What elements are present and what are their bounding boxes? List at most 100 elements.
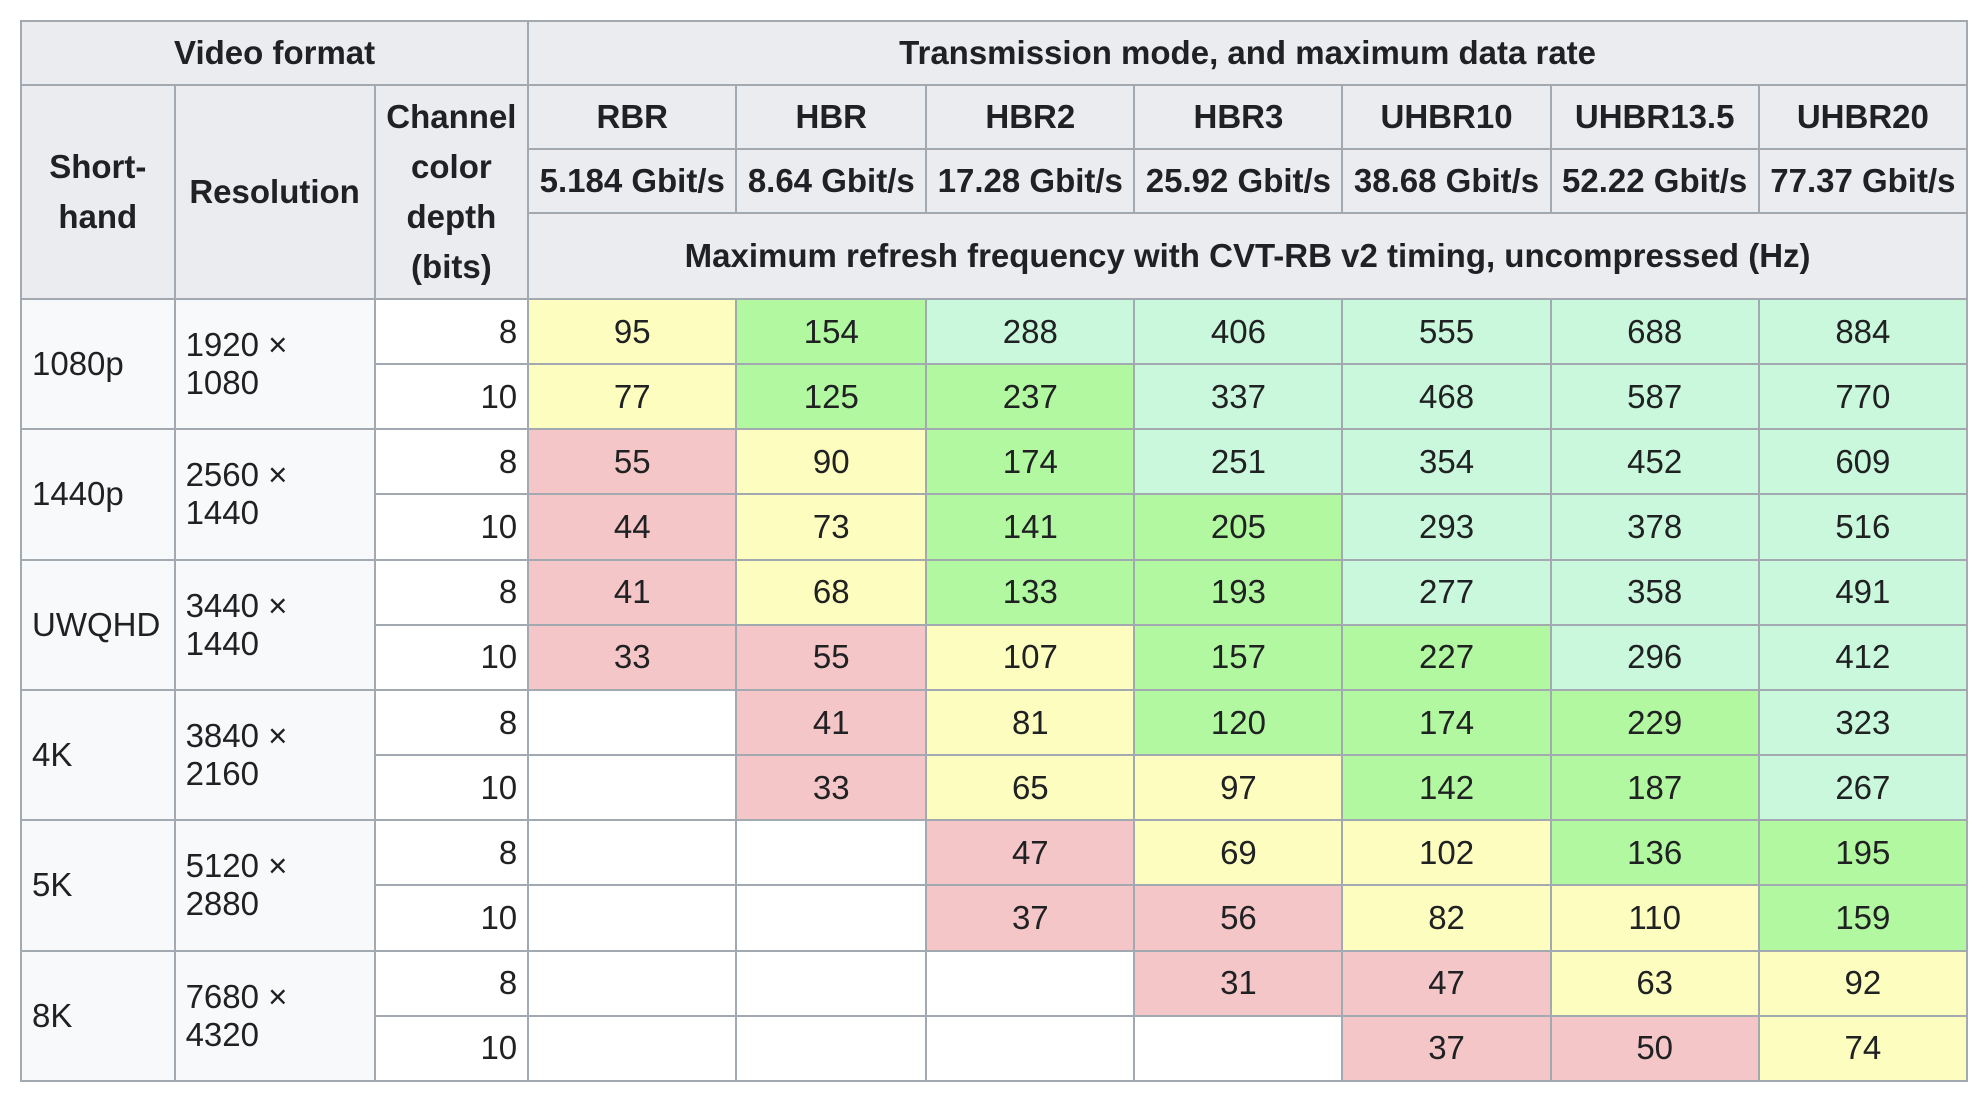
refresh-value-cell: 82 [1341, 884, 1552, 952]
refresh-value-cell: 323 [1757, 688, 1969, 757]
refresh-value-cell: 95 [527, 297, 738, 366]
table-row: 10 77 125 237 337 468 587 770 [21, 363, 1969, 431]
transmission-header: Transmission mode, and maximum data rate [527, 20, 1968, 86]
depth-cell: 8 [373, 819, 530, 887]
resolution-header: Resolution [173, 84, 376, 300]
refresh-value-cell: 44 [527, 493, 738, 561]
table-header: Video format Transmission mode, and maxi… [19, 20, 1969, 300]
shorthand-cell: 5K [20, 819, 176, 952]
refresh-value-cell: 187 [1549, 754, 1760, 822]
refresh-value-cell: 237 [925, 363, 1136, 431]
refresh-value-cell: 120 [1133, 688, 1344, 757]
mode-header: HBR3 [1133, 84, 1344, 150]
refresh-value-cell: 102 [1341, 819, 1552, 887]
refresh-value-cell [527, 949, 738, 1017]
depth-cell: 10 [373, 623, 530, 691]
table-row: 5K 5120 × 2880 8 47 69 102 136 195 [20, 819, 1969, 952]
refresh-value-cell: 73 [735, 493, 928, 561]
refresh-value-cell: 141 [925, 493, 1136, 561]
depth-cell: 10 [373, 493, 530, 561]
mode-header: HBR [735, 84, 928, 150]
rate-header: 52.22 Gbit/s [1549, 148, 1760, 214]
refresh-value-cell: 296 [1549, 623, 1760, 691]
refresh-value-cell: 267 [1757, 754, 1969, 822]
refresh-value-cell [1133, 1014, 1344, 1083]
table-row: 10 37 56 82 110 159 [21, 884, 1969, 952]
refresh-value-cell: 587 [1549, 363, 1760, 431]
depth-cell: 8 [373, 558, 530, 626]
resolution-cell: 2560 × 1440 [173, 428, 376, 561]
refresh-value-cell: 358 [1549, 558, 1760, 626]
refresh-value-cell [735, 949, 928, 1017]
refresh-value-cell: 65 [925, 754, 1136, 822]
refresh-value-cell: 227 [1341, 623, 1552, 691]
table-row: 10 44 73 141 205 293 378 516 [21, 493, 1969, 561]
refresh-value-cell: 69 [1133, 819, 1344, 887]
shorthand-cell: 1440p [20, 428, 176, 561]
table-row: 10 37 50 74 [21, 1014, 1969, 1083]
refresh-value-cell: 68 [735, 558, 928, 626]
refresh-value-cell: 41 [735, 688, 928, 757]
refresh-value-cell: 205 [1133, 493, 1344, 561]
refresh-value-cell: 468 [1341, 363, 1552, 431]
mode-header: UHBR20 [1757, 84, 1969, 150]
refresh-value-cell: 412 [1757, 623, 1969, 691]
refresh-value-cell [527, 819, 738, 887]
table-row: 10 33 65 97 142 187 267 [21, 754, 1969, 822]
shorthand-cell: UWQHD [20, 558, 176, 691]
shorthand-cell: 4K [20, 688, 176, 822]
refresh-value-cell [735, 884, 928, 952]
refresh-value-cell [527, 1014, 738, 1083]
refresh-value-cell: 47 [925, 819, 1136, 887]
resolution-cell: 3440 × 1440 [173, 558, 376, 691]
depth-cell: 8 [373, 428, 530, 496]
refresh-value-cell: 491 [1757, 558, 1969, 626]
mode-header: HBR2 [925, 84, 1136, 150]
depth-cell: 10 [373, 363, 530, 431]
refresh-value-cell: 142 [1341, 754, 1552, 822]
refresh-value-cell: 293 [1341, 493, 1552, 561]
resolution-cell: 1920 × 1080 [173, 297, 376, 431]
shorthand-cell: 1080p [20, 297, 176, 431]
refresh-value-cell: 97 [1133, 754, 1344, 822]
refresh-value-cell: 884 [1757, 297, 1969, 366]
refresh-value-cell: 136 [1549, 819, 1760, 887]
refresh-value-cell: 288 [925, 297, 1136, 366]
refresh-value-cell: 56 [1133, 884, 1344, 952]
refresh-value-cell: 77 [527, 363, 738, 431]
table-row: 10 33 55 107 157 227 296 412 [21, 623, 1969, 691]
refresh-value-cell: 81 [925, 688, 1136, 757]
rate-header: 5.184 Gbit/s [527, 148, 738, 214]
table-row: 8K 7680 × 4320 8 31 47 63 92 [20, 949, 1969, 1083]
resolution-cell: 5120 × 2880 [173, 819, 376, 952]
refresh-value-cell: 92 [1757, 949, 1969, 1017]
refresh-value-cell: 37 [1341, 1014, 1552, 1083]
rate-header: 8.64 Gbit/s [735, 148, 928, 214]
refresh-value-cell [735, 819, 928, 887]
depth-cell: 10 [373, 884, 530, 952]
refresh-value-cell: 55 [735, 623, 928, 691]
refresh-value-cell: 452 [1549, 428, 1760, 496]
refresh-value-cell: 174 [1341, 688, 1552, 757]
depth-cell: 8 [373, 297, 530, 366]
refresh-value-cell: 195 [1757, 819, 1969, 887]
depth-cell: 10 [373, 1014, 530, 1083]
mode-header: UHBR13.5 [1549, 84, 1760, 150]
refresh-value-cell: 110 [1549, 884, 1760, 952]
depth-cell: 8 [373, 688, 530, 757]
refresh-value-cell [527, 754, 738, 822]
refresh-value-cell: 55 [527, 428, 738, 496]
refresh-value-cell [735, 1014, 928, 1083]
video-format-header: Video format [19, 20, 530, 86]
refresh-value-cell [527, 688, 738, 757]
resolution-cell: 3840 × 2160 [173, 688, 376, 822]
refresh-value-cell: 688 [1549, 297, 1760, 366]
refresh-value-cell [925, 949, 1136, 1017]
rate-header: 25.92 Gbit/s [1133, 148, 1344, 214]
refresh-value-cell: 157 [1133, 623, 1344, 691]
refresh-value-cell: 251 [1133, 428, 1344, 496]
refresh-value-cell: 609 [1757, 428, 1969, 496]
rate-header: 17.28 Gbit/s [925, 148, 1136, 214]
refresh-value-cell: 378 [1549, 493, 1760, 561]
refresh-value-cell: 41 [527, 558, 738, 626]
